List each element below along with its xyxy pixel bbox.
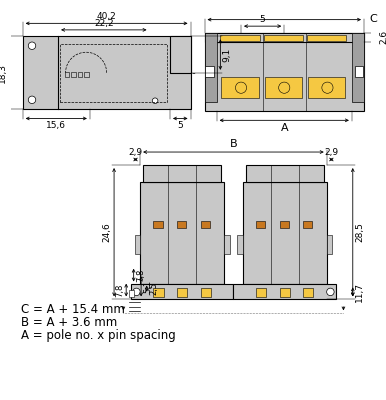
Circle shape (327, 288, 334, 296)
Bar (327, 235, 332, 254)
Bar (256, 222, 265, 228)
Text: B: B (230, 139, 237, 149)
Text: 40,2: 40,2 (97, 12, 117, 21)
Circle shape (133, 288, 140, 296)
Bar (205, 33, 364, 42)
Text: 22,2: 22,2 (94, 18, 113, 28)
Bar (243, 182, 327, 284)
Bar (220, 34, 260, 41)
Bar (205, 66, 214, 76)
Bar (201, 288, 211, 296)
Bar (224, 235, 230, 254)
Bar (140, 182, 224, 284)
Text: 2,9: 2,9 (129, 148, 142, 157)
Bar (307, 34, 346, 41)
Text: 2,6: 2,6 (379, 30, 386, 44)
Bar (177, 222, 186, 228)
Bar (23, 36, 191, 109)
Circle shape (28, 42, 36, 50)
Bar (205, 33, 364, 111)
Bar (78, 72, 82, 76)
Bar (279, 288, 290, 296)
Circle shape (279, 82, 290, 93)
Bar (308, 78, 345, 98)
Bar (205, 33, 217, 102)
Text: 24,6: 24,6 (103, 222, 112, 242)
Bar (245, 165, 324, 182)
Text: B = A + 3.6 mm: B = A + 3.6 mm (21, 316, 117, 329)
Bar (64, 72, 69, 76)
Bar (170, 36, 191, 73)
Circle shape (152, 98, 158, 104)
Text: 2,9: 2,9 (324, 148, 339, 157)
Text: 7,8: 7,8 (136, 268, 145, 282)
Bar (234, 284, 336, 299)
Bar (154, 222, 163, 228)
Bar (256, 288, 266, 296)
Bar (71, 72, 76, 76)
Bar (201, 222, 210, 228)
Text: 9,1: 9,1 (223, 48, 232, 62)
Bar (303, 222, 312, 228)
Bar (177, 288, 187, 296)
Text: A = pole no. x pin spacing: A = pole no. x pin spacing (21, 329, 176, 342)
Bar (84, 72, 89, 76)
Bar (221, 78, 259, 98)
Text: A: A (280, 123, 288, 133)
Circle shape (235, 82, 247, 93)
Bar (154, 288, 164, 296)
Text: 5,1: 5,1 (144, 280, 152, 293)
Bar (237, 235, 243, 254)
Text: 2,5: 2,5 (149, 282, 158, 295)
Bar (264, 78, 302, 98)
Bar (131, 284, 234, 299)
Circle shape (322, 82, 333, 93)
Bar (60, 44, 167, 102)
Text: C = A + 15.4 mm: C = A + 15.4 mm (21, 303, 125, 316)
Text: 18,3: 18,3 (0, 63, 7, 83)
Bar (143, 165, 221, 182)
Bar (129, 290, 134, 298)
Text: 28,5: 28,5 (355, 222, 364, 242)
Text: 11,7: 11,7 (355, 282, 364, 302)
Bar (352, 33, 364, 102)
Text: 15,6: 15,6 (46, 121, 66, 130)
Bar (264, 34, 303, 41)
Bar (135, 235, 140, 254)
Bar (355, 66, 363, 76)
Circle shape (28, 96, 36, 104)
Text: 5: 5 (260, 15, 266, 24)
Text: 5: 5 (178, 121, 183, 130)
Text: 7,8: 7,8 (115, 283, 124, 297)
Bar (279, 222, 289, 228)
Bar (303, 288, 313, 296)
Text: C: C (369, 14, 377, 24)
